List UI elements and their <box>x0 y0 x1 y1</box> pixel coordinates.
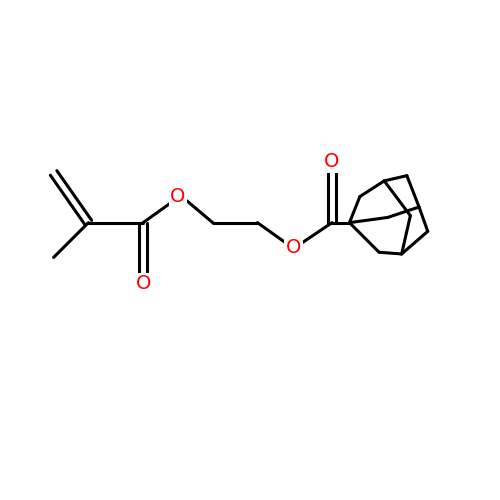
Text: O: O <box>324 152 340 171</box>
Text: O: O <box>286 238 301 257</box>
Text: O: O <box>136 274 151 293</box>
Text: O: O <box>170 188 186 206</box>
